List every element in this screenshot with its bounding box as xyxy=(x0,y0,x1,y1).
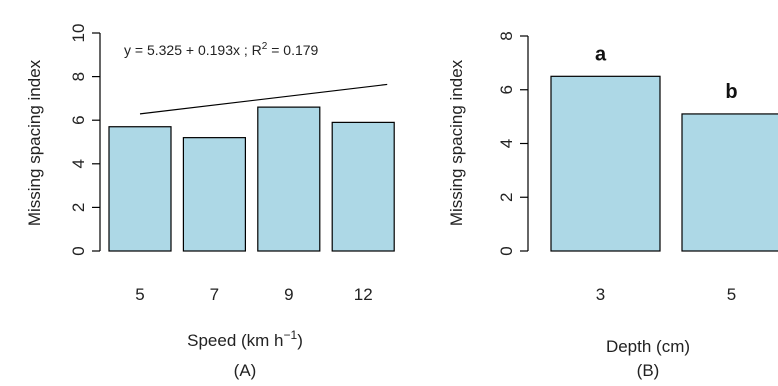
panel-b-ytick-label: 6 xyxy=(497,85,516,94)
panel-b-xlabel: Depth (cm) xyxy=(606,337,690,356)
panel-a-y-ticks: 0 2 4 6 8 10 xyxy=(69,24,100,256)
panel-b-bar xyxy=(550,75,661,252)
panel-a-xlabel: Speed (km h−1) xyxy=(187,328,303,350)
panel-b-ylabel: Missing spacing index xyxy=(447,59,466,226)
panel-a-ytick-label: 4 xyxy=(69,159,88,168)
panel-a-xtick-label: 12 xyxy=(354,285,373,304)
panel-a-xtick-label: 7 xyxy=(210,285,219,304)
panel-b-bar xyxy=(681,113,778,252)
panel-a-bar xyxy=(257,106,321,252)
panel-b-y-ticks: 0 2 4 6 8 xyxy=(497,31,528,256)
panel-b-ytick-label: 2 xyxy=(497,193,516,202)
panel-a-regression-annotation: y = 5.325 + 0.193x ; R2 = 0.179 xyxy=(124,41,319,58)
panel-a-bar xyxy=(182,137,246,252)
panel-a-trendline xyxy=(139,83,388,115)
panel-a-ytick-label: 2 xyxy=(69,203,88,212)
panel-b-ytick-label: 4 xyxy=(497,139,516,148)
panel-a-label: (A) xyxy=(234,361,257,380)
panel-b-significance-letters: ab xyxy=(595,43,738,103)
panel-a-x-tick-labels: 5 7 9 12 xyxy=(135,285,372,304)
panel-b-bars xyxy=(550,75,778,252)
panel-a-xtick-label: 9 xyxy=(284,285,293,304)
panel-b-xtick-label: 3 xyxy=(596,285,605,304)
panel-b-ytick-label: 0 xyxy=(497,246,516,255)
panel-b-xtick-label: 5 xyxy=(727,285,736,304)
panel-b-label: (B) xyxy=(637,361,660,380)
panel-a-xtick-label: 5 xyxy=(135,285,144,304)
panel-a-ylabel: Missing spacing index xyxy=(25,59,44,226)
panel-a: Missing spacing index 0 2 4 6 8 10 5 7 9 12 y = … xyxy=(25,24,395,380)
panel-a-bars xyxy=(108,106,395,252)
panel-b-ytick-label: 8 xyxy=(497,31,516,40)
panel-a-ytick-label: 8 xyxy=(69,72,88,81)
panel-a-bar xyxy=(108,126,172,252)
panel-a-ytick-label: 10 xyxy=(69,24,88,43)
panel-b-significance-letter: b xyxy=(725,81,737,103)
panel-a-ytick-label: 6 xyxy=(69,115,88,124)
panel-b-significance-letter: a xyxy=(595,43,607,65)
panel-a-bar xyxy=(331,121,395,252)
panel-a-ytick-label: 0 xyxy=(69,246,88,255)
